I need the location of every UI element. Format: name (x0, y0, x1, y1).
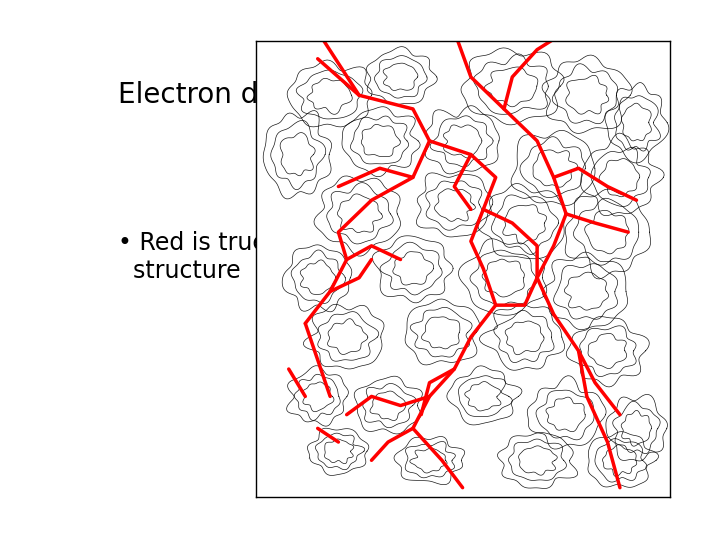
Text: Electron density with incorrect phases: Electron density with incorrect phases (118, 82, 649, 110)
Text: • Red is true
  structure: • Red is true structure (118, 231, 267, 283)
